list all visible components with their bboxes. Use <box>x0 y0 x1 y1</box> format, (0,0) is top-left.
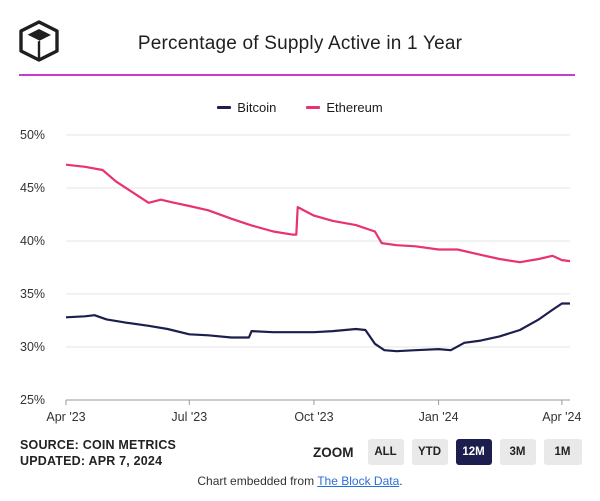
legend-swatch-ethereum <box>306 106 321 109</box>
legend-item-ethereum[interactable]: Ethereum <box>306 100 383 115</box>
the-block-data-link[interactable]: The Block Data <box>317 474 400 488</box>
x-tick-label: Apr '23 <box>46 410 85 424</box>
series-line-ethereum[interactable] <box>65 163 571 264</box>
source-line: SOURCE: COIN METRICS <box>20 438 177 452</box>
zoom-12m-button[interactable]: 12M <box>455 439 492 465</box>
series-line-bitcoin[interactable] <box>65 302 570 353</box>
zoom-1m-button[interactable]: 1M <box>543 439 582 465</box>
chart-title: Percentage of Supply Active in 1 Year <box>137 33 463 54</box>
y-tick-label: 30% <box>20 340 45 354</box>
zoom-3m-button[interactable]: 3M <box>499 439 536 465</box>
x-tick-label: Jul '23 <box>171 410 207 424</box>
chart-legend: Bitcoin Ethereum <box>0 100 600 115</box>
title-divider <box>19 74 575 76</box>
zoom-controls: ZOOM ALL YTD 12M 3M 1M <box>313 439 582 465</box>
y-tick-label: 25% <box>20 393 45 407</box>
legend-label-bitcoin: Bitcoin <box>237 100 277 115</box>
embed-note: Chart embedded from The Block Data. <box>0 474 600 488</box>
legend-swatch-bitcoin <box>217 106 232 109</box>
y-tick-label: 45% <box>20 181 45 195</box>
legend-label-ethereum: Ethereum <box>326 100 383 115</box>
embed-text: Chart embedded from <box>197 474 318 488</box>
x-tick-label: Oct '23 <box>294 410 333 424</box>
x-tick-label: Jan '24 <box>419 410 459 424</box>
embed-end: . <box>399 474 403 488</box>
y-tick-label: 35% <box>20 287 45 301</box>
legend-item-bitcoin[interactable]: Bitcoin <box>217 100 276 115</box>
zoom-label: ZOOM <box>313 444 354 460</box>
y-tick-label: 50% <box>20 128 45 142</box>
source-note: SOURCE: COIN METRICS UPDATED: APR 7, 202… <box>20 437 176 469</box>
x-tick-label: Apr '24 <box>542 410 581 424</box>
updated-line: UPDATED: APR 7, 2024 <box>20 454 163 468</box>
the-block-logo-icon <box>19 20 59 62</box>
y-tick-label: 40% <box>20 234 45 248</box>
zoom-all-button[interactable]: ALL <box>367 439 404 465</box>
zoom-ytd-button[interactable]: YTD <box>411 439 448 465</box>
